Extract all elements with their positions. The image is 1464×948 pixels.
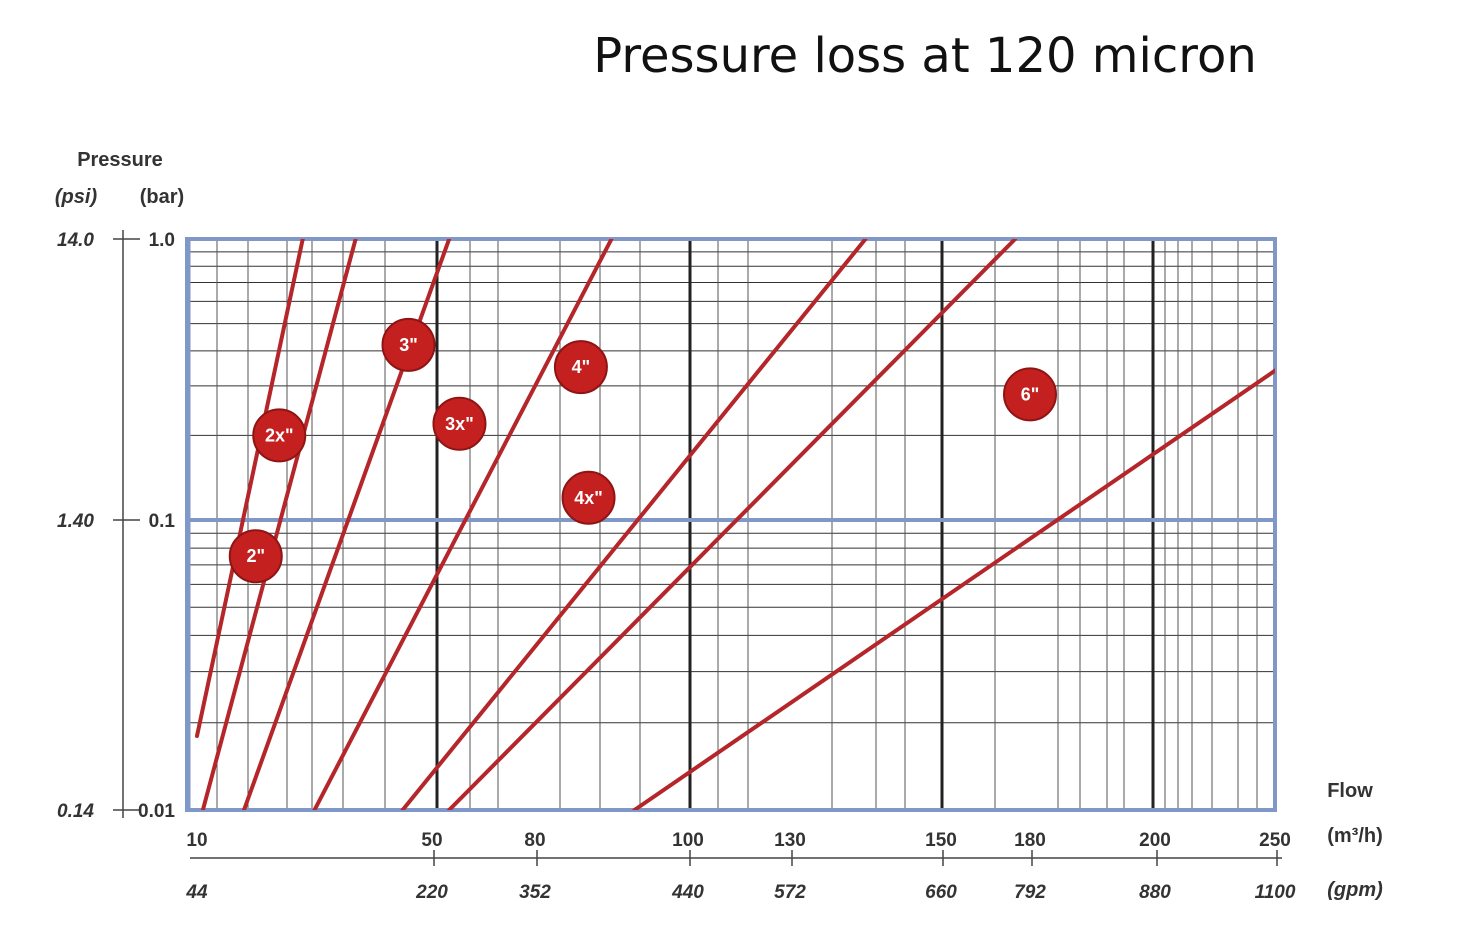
y-tick-label-bar: 0.01: [138, 801, 175, 822]
y-tick-label-psi: 14.0: [57, 230, 94, 251]
y-tick-label-psi: 0.14: [57, 801, 94, 822]
axis-layer: 1.0 14.0 0.1 1.40 0.01 0.14 10 44 50 220 80 352 100 4…: [57, 230, 1296, 903]
x-tick-label-gpm: 352: [519, 882, 551, 903]
series-badge: [553, 340, 608, 395]
chart-title: Pressure loss at 120 micron: [593, 28, 1257, 84]
series-line: [447, 239, 1018, 810]
x-tick-label-gpm: 1100: [1255, 882, 1296, 903]
x-tick-label-m3h: 80: [524, 830, 545, 851]
x-tick-label-gpm: 220: [415, 882, 448, 903]
series-badge-label: 2": [246, 546, 265, 566]
series-badge: [432, 396, 487, 451]
y-tick-label-psi: 1.40: [57, 511, 94, 532]
x-tick-label-m3h: 130: [774, 830, 806, 851]
series-badge: [1003, 367, 1057, 422]
y-tick-label-bar: 0.1: [149, 511, 176, 532]
x-tick-label-gpm: 660: [925, 882, 957, 903]
series-line: [400, 239, 868, 810]
series-badge: [252, 408, 307, 463]
y-tick-label-bar: 1.0: [149, 230, 175, 251]
series-line: [312, 239, 614, 810]
grid-layer: [187, 239, 1275, 810]
x-tick-label-m3h: 180: [1014, 830, 1046, 851]
x-tick-label-m3h: 50: [421, 830, 442, 851]
x-tick-label-m3h: 100: [672, 830, 704, 851]
x-tick-label-gpm: 880: [1139, 882, 1171, 903]
x-unit-m3h: (m³/h): [1327, 825, 1383, 847]
series-badge-label: 4x": [574, 488, 603, 508]
series-badge-label: 3x": [445, 414, 474, 434]
x-tick-label-gpm: 572: [774, 882, 806, 903]
series-badge: [381, 317, 436, 372]
x-tick-label-m3h: 10: [186, 830, 207, 851]
y-axis-label: Pressure: [77, 149, 163, 171]
x-tick-label-m3h: 150: [925, 830, 957, 851]
series-line: [195, 239, 305, 738]
x-tick-label-gpm: 44: [185, 882, 208, 903]
x-tick-label-m3h: 250: [1259, 830, 1291, 851]
series-line: [1347, 239, 1464, 810]
x-tick-label-gpm: 792: [1014, 882, 1046, 903]
x-axis-label: Flow: [1327, 780, 1373, 802]
series-badge-label: 3": [399, 335, 418, 355]
x-unit-gpm: (gpm): [1327, 879, 1383, 901]
series-badge: [228, 529, 283, 584]
series-line: [200, 239, 358, 810]
series-badges: 2"2x"3"3x"4"4x"6"8": [228, 317, 1057, 584]
series-badge-label: 2x": [265, 425, 294, 445]
x-tick-label-m3h: 200: [1139, 830, 1171, 851]
y-unit-psi: (psi): [55, 186, 98, 208]
series-line: [632, 368, 1275, 810]
y-unit-bar: (bar): [140, 186, 184, 208]
series-badge-label: 6": [1021, 384, 1040, 404]
series-badge: [561, 470, 616, 525]
series-badge-label: 4": [572, 357, 591, 377]
x-tick-label-gpm: 440: [671, 882, 704, 903]
